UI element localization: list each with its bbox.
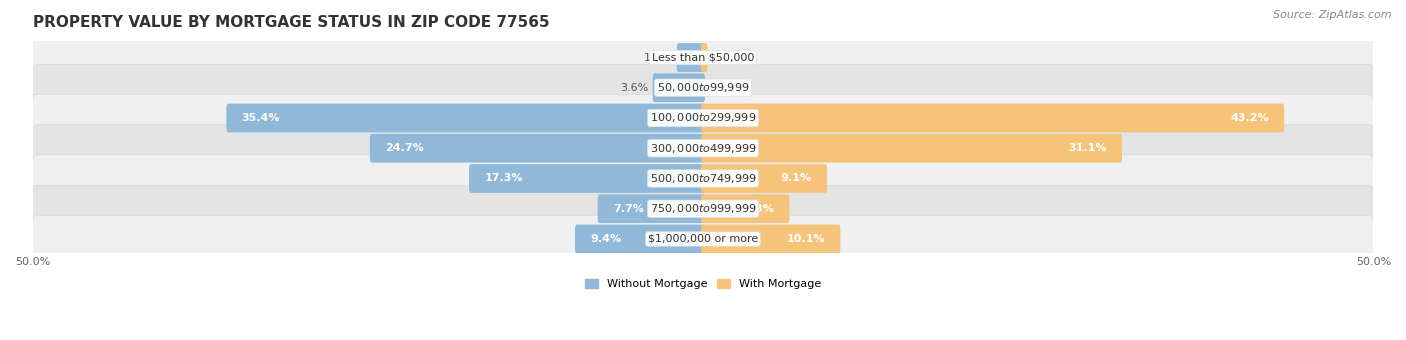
FancyBboxPatch shape [702, 194, 790, 223]
FancyBboxPatch shape [702, 225, 841, 253]
FancyBboxPatch shape [702, 134, 1122, 163]
FancyBboxPatch shape [652, 73, 704, 102]
Text: $500,000 to $749,999: $500,000 to $749,999 [650, 172, 756, 185]
Text: Less than $50,000: Less than $50,000 [652, 52, 754, 63]
Text: $50,000 to $99,999: $50,000 to $99,999 [657, 81, 749, 94]
FancyBboxPatch shape [32, 215, 1374, 262]
Text: 10.1%: 10.1% [786, 234, 825, 244]
FancyBboxPatch shape [32, 34, 1374, 81]
Text: PROPERTY VALUE BY MORTGAGE STATUS IN ZIP CODE 77565: PROPERTY VALUE BY MORTGAGE STATUS IN ZIP… [32, 15, 550, 30]
Text: $1,000,000 or more: $1,000,000 or more [648, 234, 758, 244]
Text: 7.7%: 7.7% [613, 204, 644, 214]
FancyBboxPatch shape [32, 64, 1374, 111]
FancyBboxPatch shape [702, 43, 707, 72]
Text: 0.0%: 0.0% [710, 83, 738, 93]
FancyBboxPatch shape [676, 43, 704, 72]
Text: 24.7%: 24.7% [385, 143, 425, 153]
Text: 6.3%: 6.3% [744, 204, 775, 214]
Text: 9.4%: 9.4% [591, 234, 621, 244]
Text: 3.6%: 3.6% [620, 83, 648, 93]
FancyBboxPatch shape [575, 225, 704, 253]
Text: $100,000 to $299,999: $100,000 to $299,999 [650, 112, 756, 124]
FancyBboxPatch shape [32, 155, 1374, 202]
Text: Source: ZipAtlas.com: Source: ZipAtlas.com [1274, 10, 1392, 20]
Text: 1.8%: 1.8% [644, 52, 672, 63]
Text: 31.1%: 31.1% [1069, 143, 1107, 153]
FancyBboxPatch shape [32, 125, 1374, 172]
FancyBboxPatch shape [702, 164, 827, 193]
FancyBboxPatch shape [226, 104, 704, 132]
Text: 17.3%: 17.3% [485, 173, 523, 184]
Text: 35.4%: 35.4% [242, 113, 280, 123]
FancyBboxPatch shape [370, 134, 704, 163]
FancyBboxPatch shape [32, 185, 1374, 232]
FancyBboxPatch shape [702, 104, 1284, 132]
FancyBboxPatch shape [598, 194, 704, 223]
Text: $300,000 to $499,999: $300,000 to $499,999 [650, 142, 756, 155]
FancyBboxPatch shape [32, 95, 1374, 141]
Text: $750,000 to $999,999: $750,000 to $999,999 [650, 202, 756, 215]
Text: 0.19%: 0.19% [713, 52, 748, 63]
FancyBboxPatch shape [470, 164, 704, 193]
Text: 43.2%: 43.2% [1230, 113, 1268, 123]
Legend: Without Mortgage, With Mortgage: Without Mortgage, With Mortgage [581, 274, 825, 293]
Text: 9.1%: 9.1% [780, 173, 811, 184]
